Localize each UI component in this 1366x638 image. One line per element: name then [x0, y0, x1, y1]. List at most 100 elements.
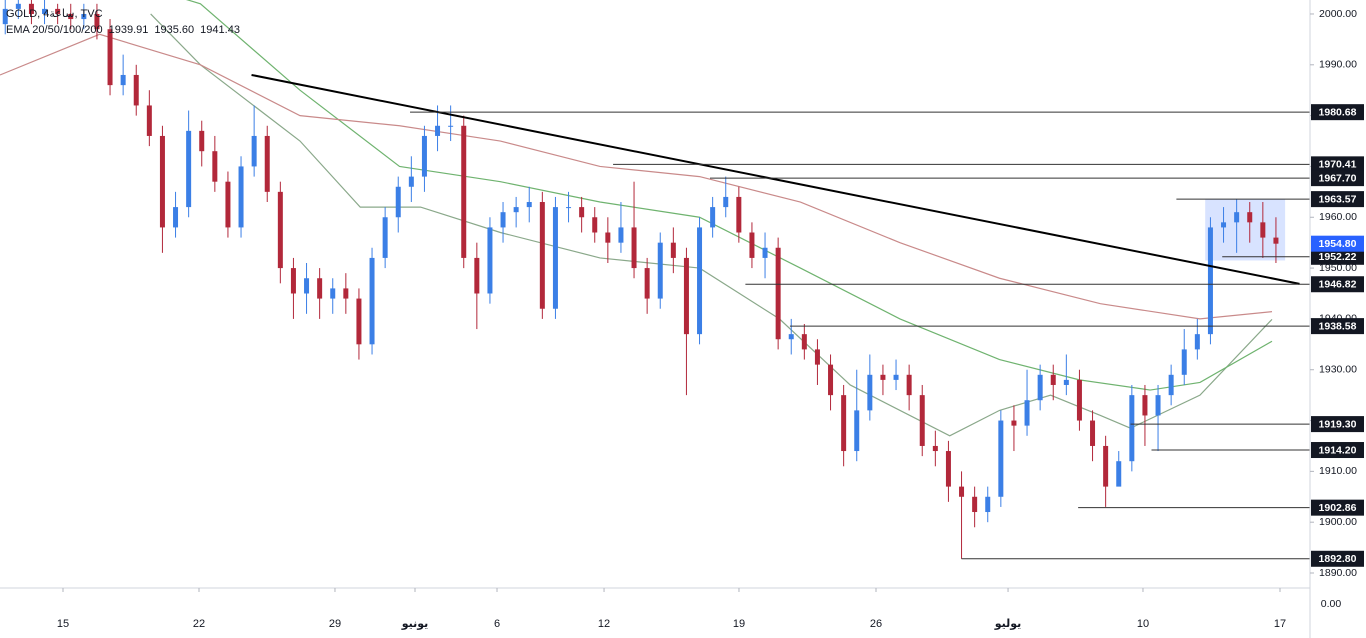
x-tick-label: 17 — [1274, 618, 1286, 630]
candle-body — [932, 445, 938, 452]
candle-body — [500, 212, 506, 228]
candle-body — [998, 420, 1004, 497]
candle-body — [539, 202, 545, 309]
ema-legend: EMA 20/50/100/200 — [6, 24, 103, 36]
x-tick-label: 6 — [494, 618, 500, 630]
candle-body — [435, 125, 441, 136]
candle-body — [1037, 374, 1043, 401]
x-tick-label: يوليو — [994, 618, 1022, 630]
candle-body — [382, 217, 388, 258]
candle-body — [788, 334, 794, 340]
candle-body — [552, 207, 558, 309]
candle-body — [854, 410, 860, 452]
x-tick-label: 19 — [733, 618, 745, 630]
candle-body — [919, 395, 925, 446]
candle-body — [356, 298, 362, 345]
candle-body — [566, 207, 572, 209]
x-tick-label: 10 — [1137, 618, 1149, 630]
candle-body — [1011, 420, 1017, 426]
price-label-box — [1311, 499, 1364, 516]
symbol-title: GOLD, 4ساعة, TVC — [6, 8, 103, 20]
candle-body — [487, 227, 493, 294]
candle-body — [1260, 222, 1266, 238]
candle-body — [81, 13, 87, 20]
candle-body — [474, 257, 480, 294]
ema-legend-value: 1939.91 — [109, 24, 149, 36]
price-label-box — [1311, 442, 1364, 459]
candle-body — [710, 207, 716, 228]
candle-body — [1207, 227, 1213, 335]
candle-body — [526, 202, 532, 208]
candle-body — [1076, 379, 1082, 421]
y-tick-label: 1950.00 — [1319, 262, 1357, 274]
price-label-box — [1311, 550, 1364, 567]
candle-body — [212, 151, 218, 182]
candle-body — [251, 135, 257, 167]
candle-body — [1024, 400, 1030, 426]
candle-body — [55, 8, 61, 14]
candle-body — [304, 278, 310, 294]
candle-body — [644, 268, 650, 299]
candle-body — [408, 176, 414, 187]
candle-body — [801, 334, 807, 350]
candle-body — [133, 74, 139, 106]
candle-body — [1181, 349, 1187, 375]
candle-body — [2, 8, 8, 25]
candle-body — [173, 207, 179, 228]
candle-body — [828, 364, 834, 396]
axes: 2000.001990.001980.001970.001960.001950.… — [57, 8, 1364, 630]
price-label: 1963.57 — [1319, 193, 1357, 205]
candle-body — [605, 232, 611, 243]
candle-body — [448, 125, 454, 127]
candle-body — [42, 8, 48, 14]
candle-body — [94, 13, 100, 30]
candle-body — [68, 13, 74, 20]
candle-body — [1116, 461, 1122, 487]
price-label: 1946.82 — [1319, 279, 1357, 291]
candle-body — [579, 207, 585, 218]
candle-body — [159, 135, 165, 228]
candle-body — [1234, 212, 1240, 223]
candle-body — [277, 191, 283, 269]
price-label: 1914.20 — [1319, 444, 1357, 456]
price-label: 1938.58 — [1319, 320, 1357, 332]
candle-body — [1142, 395, 1148, 416]
candle-body — [631, 227, 637, 269]
trendline — [251, 73, 1300, 285]
x-tick-label: 12 — [598, 618, 610, 630]
candle-body — [749, 232, 755, 258]
price-label: 1919.30 — [1319, 418, 1357, 430]
candle-body — [1090, 420, 1096, 446]
range-box — [1205, 199, 1286, 261]
candle-body — [1050, 374, 1056, 385]
candle-body — [199, 130, 205, 152]
candle-body — [880, 374, 886, 380]
price-label-box — [1311, 276, 1364, 293]
price-label-box — [1311, 156, 1364, 173]
candle-body — [186, 130, 192, 208]
y-tick-label: 1930.00 — [1319, 364, 1357, 376]
candle-body — [317, 278, 323, 299]
x-tick-label: يونيو — [401, 618, 429, 630]
x-tick-label: 26 — [870, 618, 882, 630]
y-tick-label: 1890.00 — [1319, 567, 1357, 579]
price-label-box — [1311, 416, 1364, 433]
y-tick-label: 1990.00 — [1319, 59, 1357, 71]
y-tick-label: 1910.00 — [1319, 465, 1357, 477]
candle-body — [814, 349, 820, 365]
candle-body — [513, 207, 519, 213]
candle-body — [867, 374, 873, 411]
candle-body — [28, 3, 34, 14]
candle-body — [238, 166, 244, 228]
candle-body — [1247, 212, 1253, 223]
candle-body — [945, 451, 951, 487]
ema-legend-value: 1941.43 — [200, 24, 240, 36]
candle-body — [15, 3, 21, 9]
candle-body — [670, 242, 676, 258]
price-label: 1967.70 — [1319, 172, 1357, 184]
candle-body — [1063, 379, 1069, 385]
candle-body — [972, 496, 978, 513]
x-tick-label: 22 — [193, 618, 205, 630]
